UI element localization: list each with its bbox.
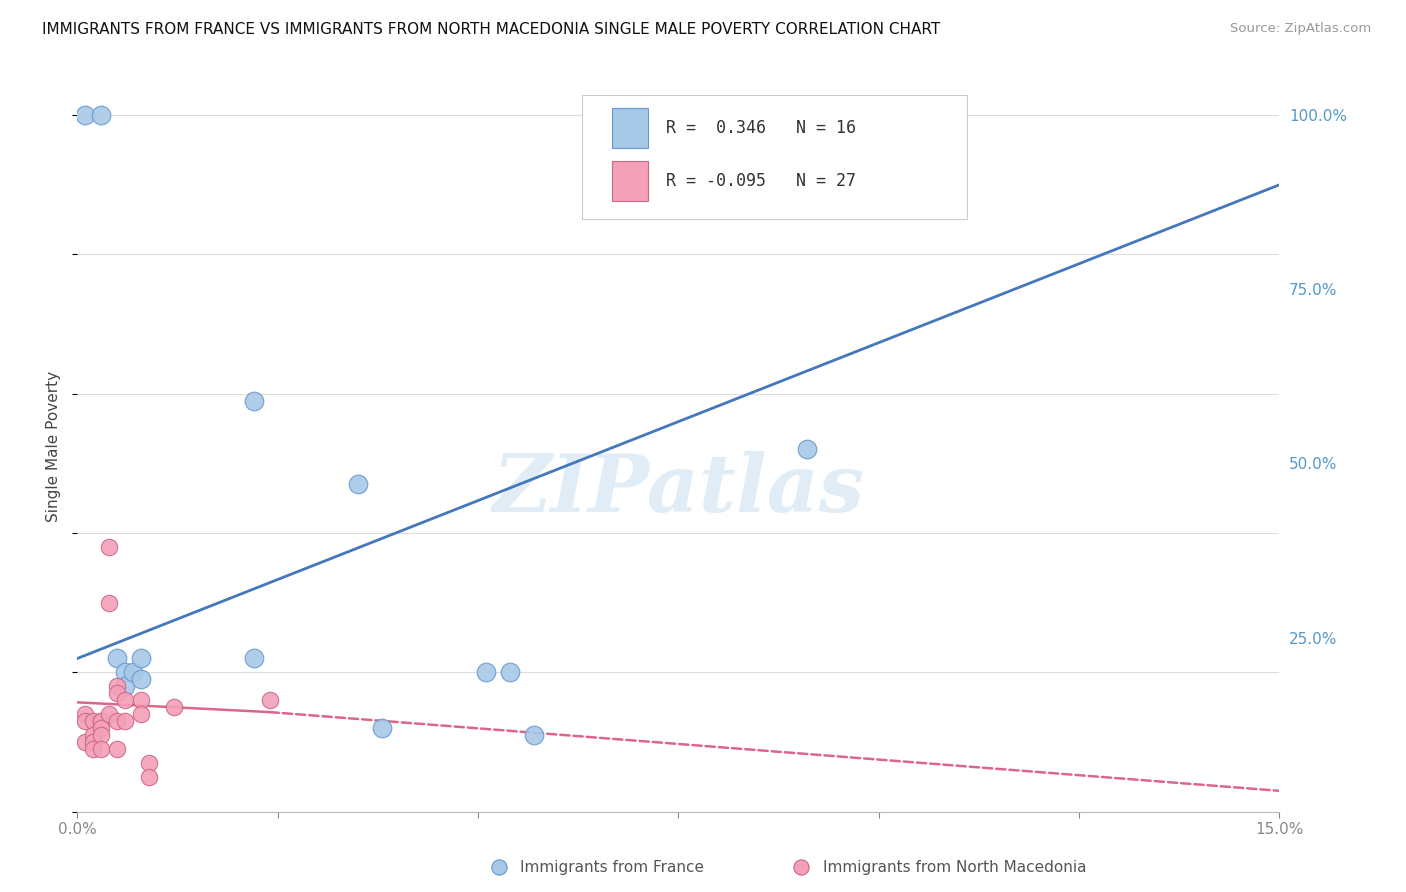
Point — [475, 665, 498, 680]
Point — [131, 651, 153, 665]
Text: IMMIGRANTS FROM FRANCE VS IMMIGRANTS FROM NORTH MACEDONIA SINGLE MALE POVERTY CO: IMMIGRANTS FROM FRANCE VS IMMIGRANTS FRO… — [42, 22, 941, 37]
Point — [114, 679, 136, 693]
Point — [107, 686, 129, 700]
Point — [107, 742, 129, 756]
Point — [75, 108, 97, 122]
Point — [523, 728, 546, 742]
Point — [114, 714, 136, 728]
Point — [75, 707, 97, 722]
FancyBboxPatch shape — [612, 108, 648, 148]
Point — [90, 742, 112, 756]
Text: R =  0.346   N = 16: R = 0.346 N = 16 — [666, 120, 856, 137]
Point — [107, 679, 129, 693]
Point — [259, 693, 281, 707]
FancyBboxPatch shape — [582, 95, 967, 219]
Point — [138, 756, 160, 770]
Point — [347, 477, 370, 491]
Point — [499, 665, 522, 680]
Point — [114, 665, 136, 680]
Point — [90, 714, 112, 728]
Text: Immigrants from France: Immigrants from France — [520, 860, 704, 874]
Point — [114, 693, 136, 707]
Point — [242, 651, 264, 665]
Point — [98, 540, 121, 554]
Point — [82, 735, 104, 749]
Point — [90, 714, 112, 728]
Point — [107, 714, 129, 728]
Point — [162, 700, 184, 714]
Point — [90, 108, 112, 122]
Point — [82, 714, 104, 728]
Point — [90, 721, 112, 735]
Point — [131, 693, 153, 707]
FancyBboxPatch shape — [612, 161, 648, 201]
Point — [75, 735, 97, 749]
Point — [90, 728, 112, 742]
Point — [796, 442, 818, 457]
Point — [82, 742, 104, 756]
Point — [82, 728, 104, 742]
Point — [122, 665, 145, 680]
Point — [98, 596, 121, 610]
Point — [131, 707, 153, 722]
Point — [131, 673, 153, 687]
Text: Source: ZipAtlas.com: Source: ZipAtlas.com — [1230, 22, 1371, 36]
Text: R = -0.095   N = 27: R = -0.095 N = 27 — [666, 172, 856, 190]
Text: Immigrants from North Macedonia: Immigrants from North Macedonia — [823, 860, 1085, 874]
Text: ZIPatlas: ZIPatlas — [492, 451, 865, 529]
Point — [138, 770, 160, 784]
Point — [371, 721, 394, 735]
Y-axis label: Single Male Poverty: Single Male Poverty — [46, 370, 62, 522]
Point — [98, 707, 121, 722]
Point — [75, 714, 97, 728]
Point — [242, 393, 264, 408]
Point — [107, 651, 129, 665]
